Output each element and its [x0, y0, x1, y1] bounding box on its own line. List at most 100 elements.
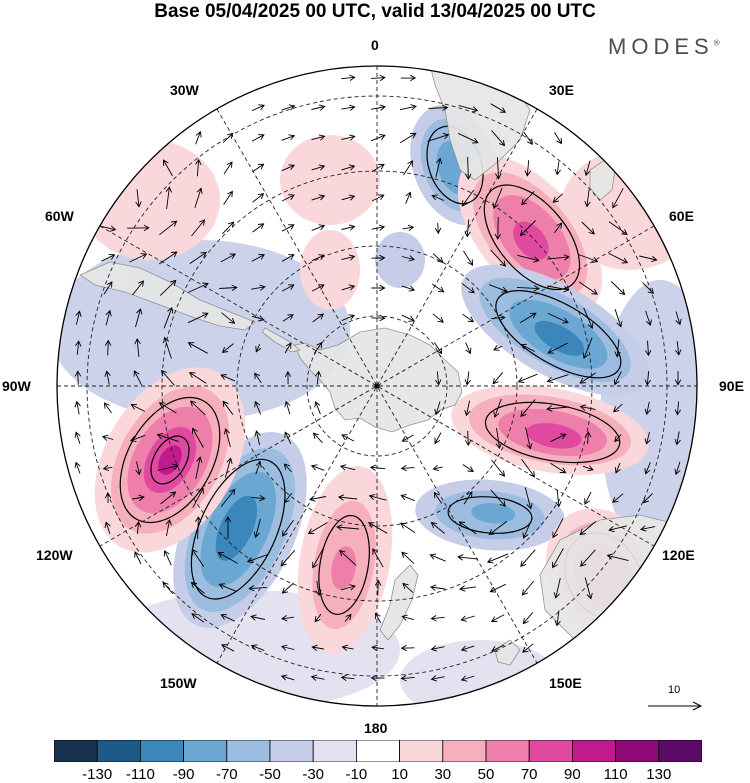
- wind-vector: [74, 370, 82, 385]
- wind-vector: [313, 341, 323, 354]
- wind-vector: [195, 130, 202, 145]
- wind-vector: [370, 104, 387, 111]
- wind-vector: [341, 224, 356, 231]
- wind-vector: [311, 164, 326, 171]
- wind-vector: [163, 306, 174, 329]
- wind-reference-label: 10: [668, 684, 681, 696]
- wind-vector: [434, 401, 441, 416]
- wind-vector: [158, 251, 178, 265]
- new-zealand: [379, 564, 419, 641]
- wind-vector: [400, 464, 415, 472]
- wind-vector: [492, 187, 503, 210]
- colorbar-tick-label: -130: [82, 766, 113, 783]
- wind-vector: [224, 516, 232, 539]
- wind-vector: [224, 457, 233, 478]
- wind-vector: [463, 491, 473, 505]
- lon-label-90w: 90W: [2, 378, 31, 394]
- wind-vector: [584, 189, 591, 208]
- wind-vector: [251, 254, 265, 262]
- wind-vector: [584, 577, 593, 600]
- wind-vector: [644, 431, 651, 445]
- wind-vector: [314, 613, 322, 623]
- wind-vector: [246, 553, 269, 564]
- wind-vector: [130, 403, 145, 412]
- wind-vector: [400, 74, 417, 82]
- wind-vector: [488, 521, 508, 536]
- wind-vector: [546, 405, 570, 412]
- wind-vector: [402, 224, 415, 232]
- wind-vector: [340, 674, 355, 681]
- wind-vector: [307, 522, 328, 534]
- wind-vector: [281, 104, 296, 111]
- wind-vector: [464, 400, 471, 417]
- wind-vector: [520, 549, 536, 567]
- wind-vector: [579, 372, 597, 384]
- wind-vector: [606, 553, 629, 562]
- wind-vector: [336, 524, 360, 531]
- wind-vector: [492, 372, 504, 385]
- reference-arrow-icon: [648, 701, 703, 711]
- south-america: [79, 261, 256, 331]
- anomaly-cell-weak-pos: [300, 230, 360, 310]
- wind-vector: [105, 309, 112, 326]
- wind-vector: [103, 402, 112, 414]
- wind-vector: [127, 224, 150, 232]
- wind-vector: [129, 434, 146, 443]
- contour-line: [119, 396, 221, 524]
- wind-vector: [552, 518, 564, 539]
- wind-vector: [427, 133, 450, 142]
- contour-line: [318, 514, 370, 615]
- wind-vector: [644, 371, 651, 386]
- wind-vector: [101, 254, 116, 262]
- wind-vector: [463, 250, 474, 266]
- wind-vector: [401, 614, 414, 621]
- wind-vector: [221, 312, 236, 324]
- wind-vector: [464, 430, 472, 447]
- wind-vector: [251, 104, 265, 112]
- colorbar: [54, 740, 702, 762]
- anomaly-cell-weak-neg: [375, 232, 425, 288]
- wind-vector: [281, 224, 295, 232]
- colorbar-swatch: [399, 740, 444, 762]
- wind-vector: [491, 459, 506, 477]
- colorbar-tick-label: 70: [520, 766, 538, 783]
- colorbar-swatch: [183, 740, 228, 762]
- wind-vector: [460, 615, 475, 622]
- wind-vector: [582, 465, 594, 472]
- wind-vector: [368, 493, 387, 501]
- colorbar-tick-label: -110: [125, 766, 155, 783]
- wind-vector: [341, 164, 356, 171]
- wind-vector: [309, 495, 327, 502]
- wind-vector: [75, 340, 82, 355]
- colorbar-tick-label: -30: [302, 766, 325, 783]
- colorbar-tick-label: -90: [172, 766, 195, 783]
- wind-vector: [547, 285, 570, 293]
- wind-vector: [522, 612, 534, 625]
- wind-vector: [251, 495, 266, 502]
- wind-vector: [219, 284, 238, 291]
- wind-vector: [374, 612, 381, 623]
- wind-vector: [583, 307, 594, 329]
- wind-vector: [552, 193, 564, 203]
- meridian: [99, 225, 655, 547]
- wind-vector: [252, 223, 265, 233]
- wind-vector: [160, 491, 177, 505]
- wind-vector: [74, 431, 81, 444]
- wind-vector: [491, 644, 505, 652]
- wind-vector: [429, 553, 446, 562]
- wind-vector: [341, 644, 354, 651]
- wind-vector: [399, 104, 417, 111]
- map-border: [56, 65, 698, 707]
- wind-vector: [281, 254, 295, 262]
- wind-vector: [493, 398, 502, 418]
- wind-vector: [401, 285, 416, 292]
- wind-vector: [248, 585, 267, 592]
- wind-vector: [614, 339, 621, 358]
- wind-vector: [432, 464, 443, 472]
- wind-vector: [135, 461, 142, 476]
- lon-label-150e: 150E: [549, 675, 582, 691]
- wind-vector: [554, 132, 562, 145]
- wind-vector: [612, 493, 624, 503]
- colorbar-tick-label: 50: [477, 766, 495, 783]
- wind-vector: [165, 186, 173, 209]
